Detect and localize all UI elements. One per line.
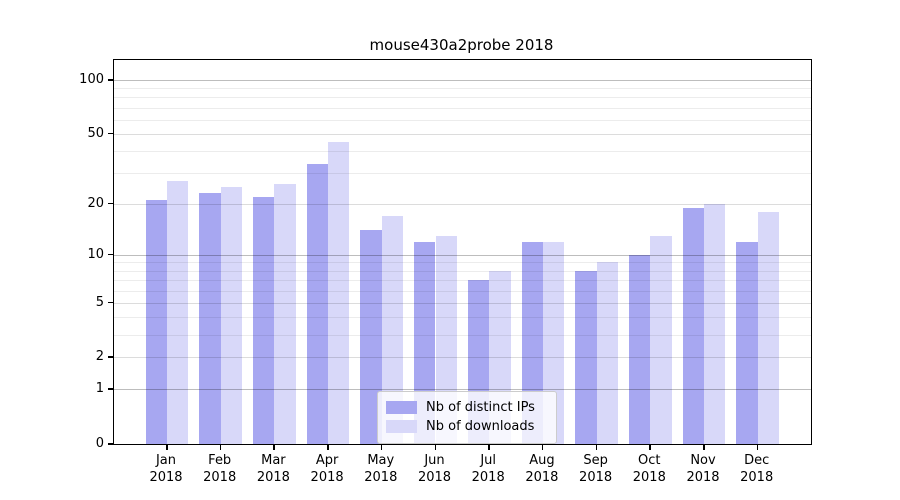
legend-label-distinct-ips: Nb of distinct IPs: [426, 400, 535, 415]
x-tick-label-jul: Jul 2018: [471, 453, 505, 485]
bar-downloads-nov: [704, 203, 726, 444]
x-tick-label-aug: Aug 2018: [525, 453, 559, 485]
plot-area: [113, 59, 812, 445]
bar-distinct-ips-feb: [199, 193, 221, 444]
x-tick-feb: [219, 444, 222, 450]
y-tick-2: [108, 356, 113, 358]
x-tick-label-jan: Jan 2018: [149, 453, 183, 485]
y-tick-label-5: 5: [95, 294, 104, 310]
bar-distinct-ips-oct: [628, 254, 651, 444]
x-tick-nov: [703, 444, 705, 450]
y-tick-label-0: 0: [95, 436, 104, 451]
x-tick-label-nov: Nov 2018: [686, 453, 720, 485]
bar-downloads-sep: [596, 262, 618, 444]
legend-label-downloads: Nb of downloads: [426, 419, 535, 434]
x-tick-apr: [327, 444, 329, 450]
x-tick-jan: [166, 444, 168, 450]
y-tick-label-100: 100: [79, 72, 104, 87]
y-tick-5: [108, 301, 113, 304]
legend: Nb of distinct IPs Nb of downloads: [377, 391, 557, 444]
y-tick-1: [108, 388, 113, 390]
bar-downloads-apr: [328, 142, 350, 444]
bar-distinct-ips-apr: [306, 163, 329, 444]
bar-distinct-ips-dec: [736, 241, 758, 444]
x-tick-sep: [595, 444, 598, 450]
x-tick-label-mar: Mar 2018: [256, 453, 290, 485]
legend-swatch-downloads-icon: [386, 420, 417, 433]
bar-distinct-ips-jan: [145, 200, 167, 444]
y-tick-10: [108, 253, 113, 256]
legend-swatch-distinct-ips-icon: [386, 401, 417, 414]
x-tick-label-sep: Sep 2018: [579, 453, 613, 485]
bar-downloads-may: [381, 216, 404, 444]
x-tick-jul: [488, 444, 490, 450]
bar-downloads-feb: [220, 187, 243, 444]
bar-distinct-ips-mar: [253, 196, 275, 444]
x-tick-jun: [434, 444, 436, 450]
bar-downloads-jan: [167, 181, 189, 444]
x-tick-label-feb: Feb 2018: [203, 453, 237, 485]
x-tick-label-apr: Apr 2018: [310, 453, 344, 485]
x-tick-label-dec: Dec 2018: [740, 453, 774, 485]
y-tick-50: [108, 132, 113, 135]
x-tick-aug: [541, 444, 544, 450]
x-tick-label-jun: Jun 2018: [417, 453, 452, 485]
x-tick-mar: [273, 444, 275, 450]
x-tick-dec: [756, 444, 759, 450]
legend-entry-distinct-ips: Nb of distinct IPs: [386, 399, 548, 416]
bar-distinct-ips-sep: [575, 270, 597, 444]
y-tick-label-10: 10: [87, 246, 104, 262]
bar-downloads-dec: [757, 211, 780, 444]
y-tick-100: [108, 79, 113, 81]
chart-title: mouse430a2probe 2018: [369, 36, 554, 54]
y-tick-label-2: 2: [95, 349, 104, 365]
x-tick-label-oct: Oct 2018: [632, 453, 666, 485]
y-tick-0: [108, 443, 113, 445]
y-tick-label-1: 1: [95, 381, 104, 397]
x-tick-oct: [649, 444, 651, 450]
bar-downloads-mar: [274, 184, 296, 444]
y-tick-label-20: 20: [87, 195, 104, 211]
x-tick-may: [380, 444, 383, 450]
bar-distinct-ips-may: [360, 230, 382, 444]
bar-distinct-ips-nov: [682, 207, 704, 444]
legend-entry-downloads: Nb of downloads: [386, 418, 548, 435]
y-tick-20: [108, 202, 113, 205]
y-tick-label-50: 50: [87, 125, 104, 141]
x-tick-label-may: May 2018: [364, 453, 398, 485]
bar-downloads-oct: [650, 235, 672, 444]
bars-layer: [114, 60, 811, 444]
